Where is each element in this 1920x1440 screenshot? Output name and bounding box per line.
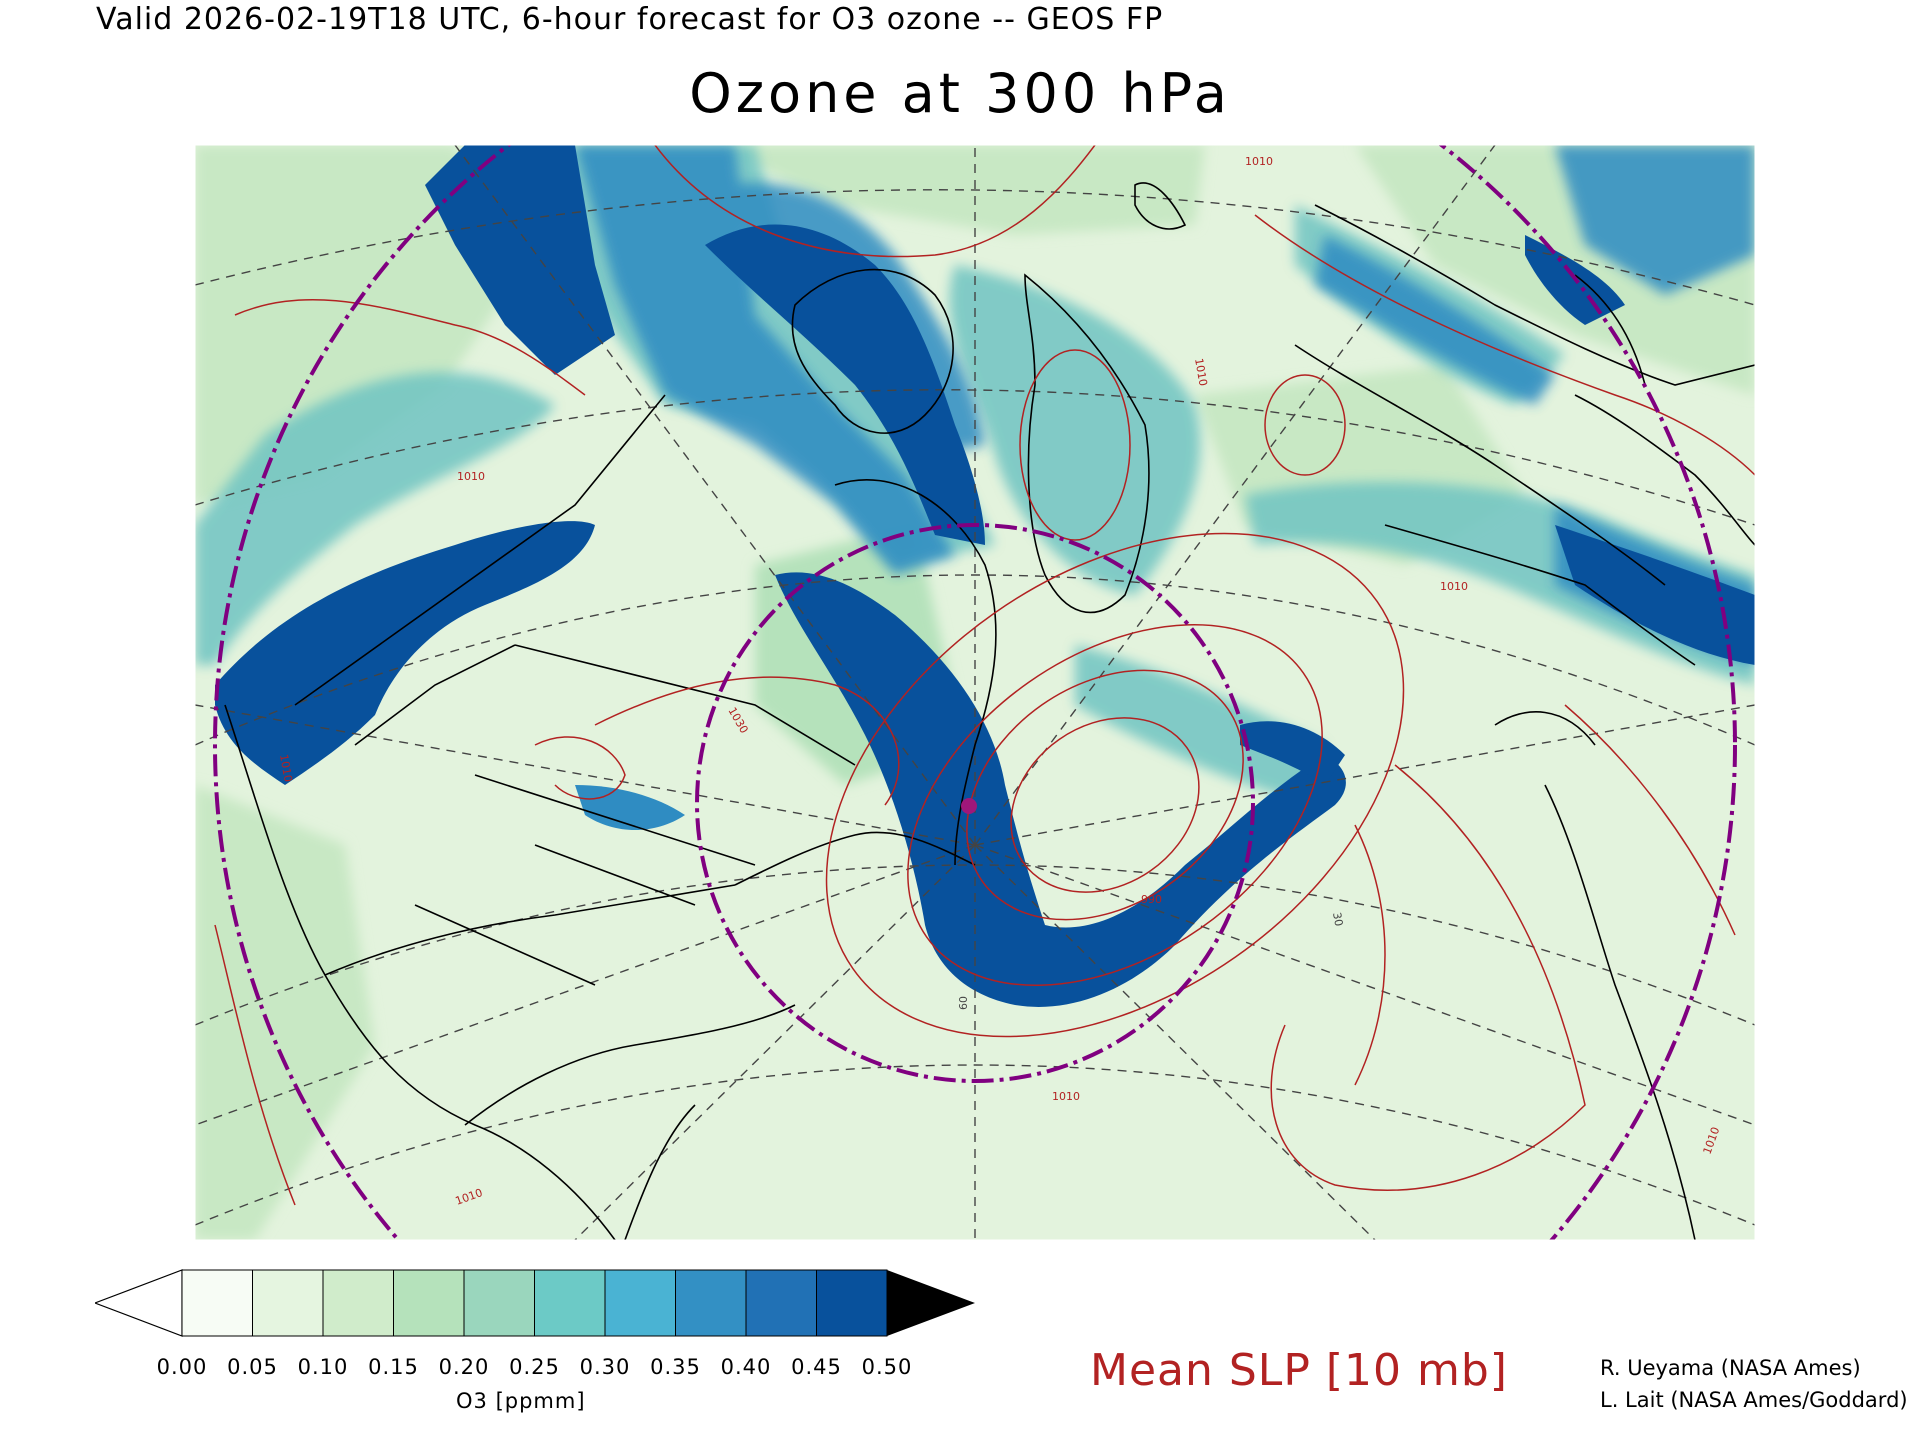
colorbar-max-arrow (887, 1270, 975, 1336)
ozone-map: 1010 1010 1010 1010 1010 1010 1010 1030 … (195, 145, 1755, 1240)
colorbar-segments (181, 1269, 888, 1337)
contour-label: 1010 (1052, 1090, 1080, 1103)
colorbar-label: O3 [ppmm] (456, 1389, 586, 1413)
colorbar-segment (463, 1269, 535, 1337)
colorbar-tick-label: 0.30 (579, 1355, 631, 1379)
colorbar-segment (322, 1269, 394, 1337)
colorbar-segment (675, 1269, 747, 1337)
colorbar-ticks: 0.00 0.05 0.10 0.15 0.20 0.25 0.30 0.35 0.40 0.45… (0, 1355, 1920, 1385)
contour-label: 990 (1141, 893, 1162, 906)
contour-label: 1010 (277, 753, 295, 783)
colorbar-segment (393, 1269, 465, 1337)
credits: R. Ueyama (NASA Ames) L. Lait (NASA Ames… (1600, 1352, 1908, 1416)
colorbar-segment (181, 1269, 253, 1337)
colorbar-segment (604, 1269, 676, 1337)
credit-line-2: L. Lait (NASA Ames/Goddard) (1600, 1388, 1908, 1412)
colorbar-tick-label: 0.40 (720, 1355, 772, 1379)
credit-line-1: R. Ueyama (NASA Ames) (1600, 1356, 1861, 1380)
graticule (195, 145, 1755, 1240)
colorbar-segment (534, 1269, 606, 1337)
colorbar-tick-label: 0.50 (861, 1355, 913, 1379)
slp-contours (214, 145, 1755, 1206)
colorbar-tick-label: 0.45 (791, 1355, 842, 1379)
contour-label: 1010 (457, 470, 485, 483)
center-point-marker (961, 798, 977, 814)
reference-circles (213, 145, 1737, 1240)
colorbar-segment (816, 1269, 888, 1337)
valid-time-line: Valid 2026-02-19T18 UTC, 6-hour forecast… (96, 2, 1164, 37)
colorbar-min-arrow (95, 1269, 183, 1337)
contour-label: 30 (1330, 911, 1345, 927)
colorbar-tick-label: 0.20 (438, 1355, 490, 1379)
colorbar-tick-label: 0.00 (156, 1355, 208, 1379)
map-title: Ozone at 300 hPa (689, 62, 1231, 125)
colorbar-tick-label: 0.15 (368, 1355, 419, 1379)
colorbar-tick-label: 0.05 (227, 1355, 278, 1379)
contour-label: 1010 (1192, 357, 1210, 387)
colorbar-tick-label: 0.10 (297, 1355, 349, 1379)
contour-label: 1010 (1245, 155, 1273, 168)
colorbar-tick-label: 0.35 (650, 1355, 701, 1379)
colorbar-segment (252, 1269, 324, 1337)
colorbar-segment (745, 1269, 817, 1337)
contour-label: 1010 (1440, 580, 1468, 593)
coastlines (224, 182, 1755, 1240)
colorbar (95, 1269, 975, 1337)
slp-legend: Mean SLP [10 mb] (1090, 1345, 1508, 1396)
contour-label: 60 (957, 996, 970, 1010)
colorbar-tick-label: 0.25 (509, 1355, 560, 1379)
